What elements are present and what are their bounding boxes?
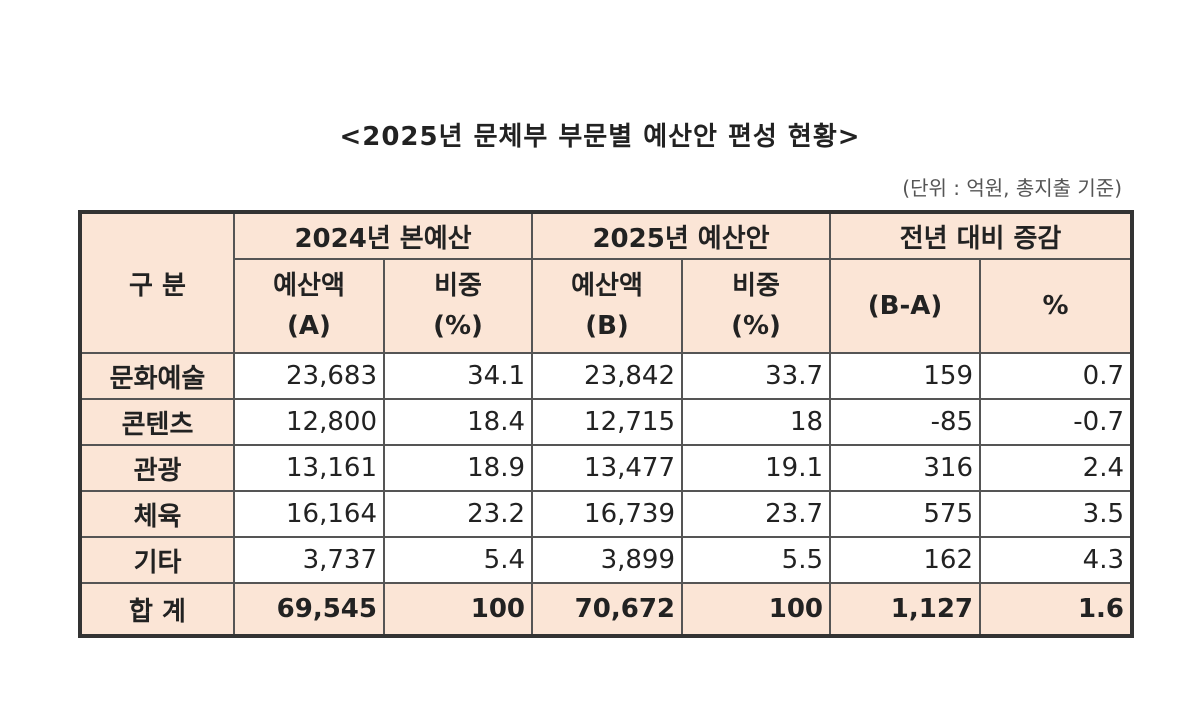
cell: 4.3	[979, 536, 1134, 584]
subheader: 비중 (%)	[681, 258, 832, 354]
cell: 23,842	[531, 352, 684, 400]
subheader-line: (A)	[287, 311, 331, 341]
cell: 18.9	[382, 444, 534, 492]
cell: 23.7	[681, 490, 832, 538]
cell: 159	[829, 352, 982, 400]
subheader-line: %	[1042, 291, 1069, 321]
subheader-line: 예산액	[273, 271, 345, 301]
row-label: 콘텐츠	[79, 398, 235, 446]
data-row: 체육 16,164 23.2 16,739 23.7 575 3.5	[79, 490, 1134, 538]
cell: 3.5	[979, 490, 1134, 538]
data-row: 기타 3,737 5.4 3,899 5.5 162 4.3	[79, 536, 1134, 584]
cell: 0.7	[979, 352, 1134, 400]
cell: 5.4	[382, 536, 534, 584]
cell: 13,477	[531, 444, 684, 492]
cell: 16,164	[233, 490, 385, 538]
subheader-line: 비중	[732, 271, 780, 301]
subheader: 비중 (%)	[382, 258, 534, 354]
total-cell: 1,127	[829, 582, 982, 637]
table-body: 문화예술 23,683 34.1 23,842 33.7 159 0.7 콘텐츠 12,800 1…	[79, 352, 1134, 584]
cell: 33.7	[681, 352, 832, 400]
budget-table: 구 분 2024년 본예산 2025년 예산안 전년 대비 증감 예산액 (A) 비중 (%)…	[78, 210, 1135, 638]
subheader-line: (B)	[585, 311, 629, 341]
group-header: 2025년 예산안	[531, 211, 832, 260]
cell: 19.1	[681, 444, 832, 492]
cell: 16,739	[531, 490, 684, 538]
group-header: 2024년 본예산	[232, 211, 534, 260]
subheader: %	[979, 258, 1134, 354]
cell: 18	[681, 398, 832, 446]
subheader-line: 비중	[434, 271, 482, 301]
cell: 12,715	[531, 398, 684, 446]
total-cell: 100	[681, 582, 832, 637]
total-label: 합 계	[79, 582, 235, 637]
subheader-row: 예산액 (A) 비중 (%) 예산액 (B) 비중 (%) (B-A)%	[80, 258, 1134, 354]
row-label: 문화예술	[79, 352, 235, 400]
row-label: 관광	[79, 444, 235, 492]
cell: 23,683	[233, 352, 385, 400]
total-cell: 100	[382, 582, 534, 637]
unit-note: (단위 : 억원, 총지출 기준)	[902, 176, 1122, 200]
row-label: 체육	[79, 490, 235, 538]
total-cell: 1.6	[979, 582, 1134, 637]
cell: 5.5	[681, 536, 832, 584]
cell: 18.4	[382, 398, 534, 446]
cell: 575	[829, 490, 982, 538]
subheader-line: (%)	[731, 311, 781, 341]
cell: 162	[829, 536, 982, 584]
subheader: (B-A)	[829, 258, 982, 354]
total-cell: 70,672	[531, 582, 684, 637]
title: <2025년 문체부 부문별 예산안 편성 현황>	[339, 122, 861, 152]
data-row: 콘텐츠 12,800 18.4 12,715 18 -85 -0.7	[79, 398, 1134, 446]
cell: 316	[829, 444, 982, 492]
data-row: 관광 13,161 18.9 13,477 19.1 316 2.4	[79, 444, 1134, 492]
row-label: 기타	[79, 536, 235, 584]
cell: 34.1	[382, 352, 534, 400]
cell: 13,161	[233, 444, 385, 492]
cell: 12,800	[233, 398, 385, 446]
total-cell: 69,545	[233, 582, 385, 637]
corner-cell: 구 분	[79, 211, 235, 354]
total-row: 합 계 69,545 100 70,672 100 1,127 1.6	[79, 582, 1134, 637]
subheader: 예산액 (B)	[531, 258, 684, 354]
cell: 23.2	[382, 490, 534, 538]
header-row: 구 분 2024년 본예산 2025년 예산안 전년 대비 증감	[79, 211, 1134, 354]
cell: 3,899	[531, 536, 684, 584]
table-total: 합 계 69,545 100 70,672 100 1,127 1.6	[79, 582, 1134, 637]
cell: -0.7	[979, 398, 1134, 446]
subheader-line: 예산액	[571, 271, 643, 301]
group-header: 전년 대비 증감	[829, 211, 1134, 260]
data-row: 문화예술 23,683 34.1 23,842 33.7 159 0.7	[79, 352, 1134, 400]
subheader-line: (%)	[433, 311, 483, 341]
subheader: 예산액 (A)	[233, 258, 385, 354]
subheader-line: (B-A)	[867, 291, 943, 321]
cell: 2.4	[979, 444, 1134, 492]
table-header: 구 분 2024년 본예산 2025년 예산안 전년 대비 증감 예산액 (A) 비중 (%)…	[79, 211, 1134, 354]
cell: 3,737	[233, 536, 385, 584]
cell: -85	[829, 398, 982, 446]
